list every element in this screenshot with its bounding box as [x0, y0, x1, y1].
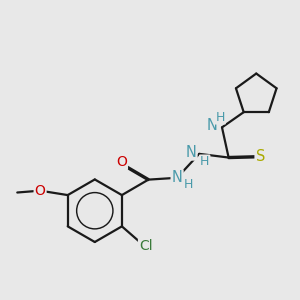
Text: H: H: [184, 178, 194, 191]
Text: N: N: [206, 118, 217, 133]
Text: S: S: [256, 149, 265, 164]
Text: Cl: Cl: [139, 239, 153, 253]
Text: H: H: [200, 155, 209, 169]
Text: O: O: [35, 184, 46, 198]
Text: O: O: [116, 155, 127, 169]
Text: H: H: [215, 111, 225, 124]
Text: N: N: [172, 170, 182, 185]
Text: N: N: [186, 145, 196, 160]
